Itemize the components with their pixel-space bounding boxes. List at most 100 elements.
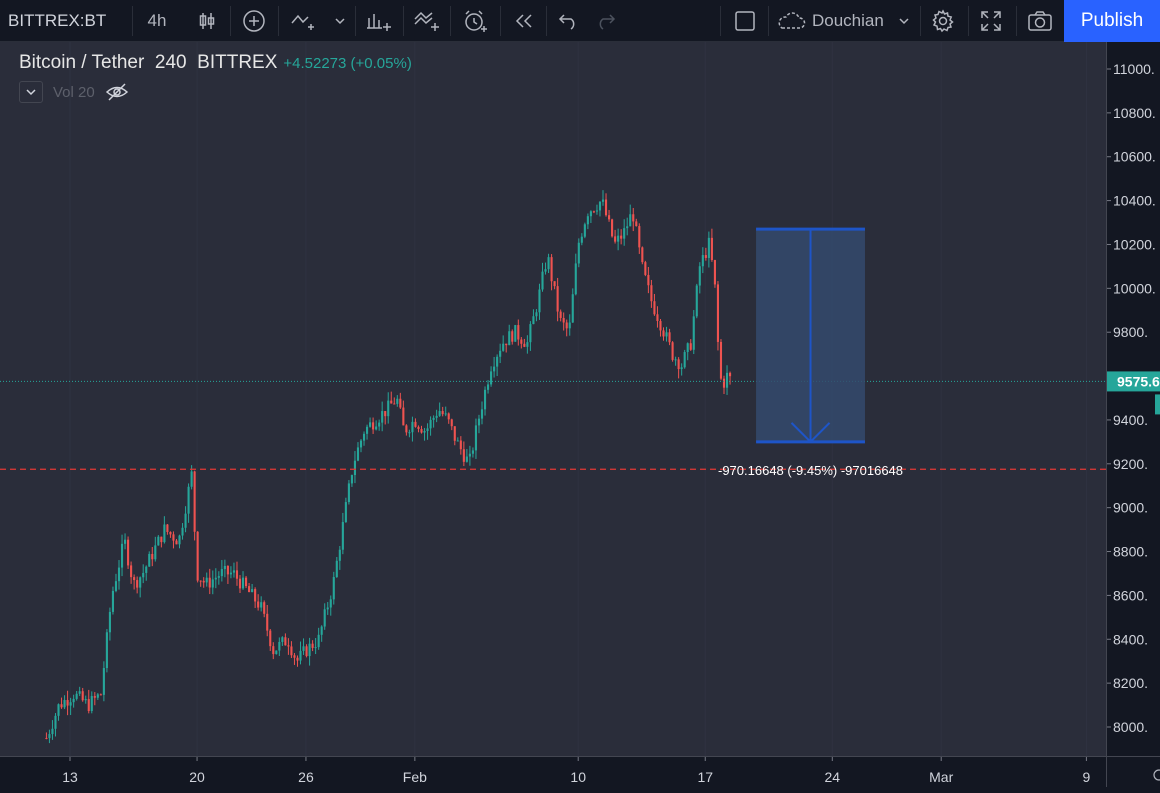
chart-pane[interactable]: -970.16648 (-9.45%) -97016648 bbox=[0, 42, 1106, 756]
candle-body bbox=[589, 211, 592, 217]
candle-body bbox=[341, 522, 344, 550]
price-tick-label: 8400. bbox=[1113, 631, 1148, 647]
time-axis[interactable]: 13 20 26 Feb 10 17 24 Mar 9 bbox=[0, 756, 1106, 787]
candle-body bbox=[704, 255, 707, 258]
candle-body bbox=[496, 356, 499, 367]
candle-body bbox=[232, 570, 236, 573]
candle-body bbox=[689, 343, 692, 350]
candle-body bbox=[320, 626, 323, 635]
candle-body bbox=[329, 599, 332, 608]
toolbar-divider bbox=[132, 6, 133, 36]
legend-exchange: BITTREX bbox=[197, 52, 278, 73]
gear-icon[interactable] bbox=[1107, 757, 1160, 788]
toolbar-divider bbox=[768, 6, 769, 36]
interval-button[interactable]: 4h bbox=[138, 0, 176, 42]
candle-body bbox=[517, 325, 520, 340]
compare-button[interactable] bbox=[236, 0, 272, 42]
candle-body bbox=[63, 700, 66, 708]
candle-body bbox=[656, 314, 659, 322]
candle-body bbox=[269, 630, 272, 647]
candle-body bbox=[438, 411, 441, 416]
candle-body bbox=[90, 696, 93, 711]
candle-body bbox=[308, 643, 311, 657]
candle-body bbox=[462, 449, 465, 462]
candle-body bbox=[559, 311, 562, 318]
candle-body bbox=[202, 580, 205, 583]
candle-body bbox=[474, 425, 478, 451]
candle-body bbox=[477, 418, 481, 426]
fullscreen-button[interactable] bbox=[972, 0, 1010, 42]
candle-body bbox=[680, 367, 683, 370]
candle-body bbox=[493, 366, 496, 372]
replay-button[interactable] bbox=[506, 0, 542, 42]
price-axis[interactable]: 8000. 8200. 8400. 8600. 8800. 9000. 9200. 9400.… bbox=[1106, 42, 1160, 756]
candle-body bbox=[93, 696, 96, 698]
undo-button[interactable] bbox=[552, 0, 586, 42]
indicators-dropdown[interactable] bbox=[328, 0, 352, 42]
rewind-icon bbox=[515, 14, 532, 28]
settings-button[interactable] bbox=[924, 0, 962, 42]
candle-body bbox=[544, 269, 547, 272]
publish-button[interactable]: Publish bbox=[1064, 0, 1160, 42]
candle-body bbox=[272, 646, 275, 655]
financials-button[interactable] bbox=[360, 0, 398, 42]
candle-type-button[interactable] bbox=[188, 0, 226, 42]
candle-body bbox=[716, 284, 720, 342]
time-tick-label: 13 bbox=[62, 769, 78, 785]
volume-indicator-label[interactable]: Vol 20 bbox=[53, 83, 95, 101]
price-tick-label: 8600. bbox=[1113, 587, 1148, 603]
plus-circle-icon bbox=[243, 10, 265, 32]
eye-off-icon[interactable] bbox=[105, 82, 129, 102]
symbol-label: BITTREX:BT bbox=[8, 11, 107, 30]
candle-body bbox=[393, 403, 396, 405]
candle-body bbox=[66, 700, 69, 706]
candle-body bbox=[160, 536, 163, 543]
symbol-legend[interactable]: Bitcoin / Tether 240 BITTREX +4.52273 (+0… bbox=[19, 52, 412, 74]
candle-body bbox=[632, 214, 635, 222]
candle-body bbox=[459, 440, 462, 450]
candle-body bbox=[87, 699, 90, 711]
candle-body bbox=[387, 400, 390, 417]
alert-button[interactable] bbox=[456, 0, 494, 42]
candle-body bbox=[665, 332, 668, 337]
candle-body bbox=[187, 486, 190, 514]
toolbar-divider bbox=[546, 6, 547, 36]
candle-body bbox=[650, 285, 653, 302]
candle-body bbox=[529, 324, 532, 343]
price-scale: 8000. 8200. 8400. 8600. 8800. 9000. 9200. 9400.… bbox=[1107, 61, 1160, 735]
candle-body bbox=[710, 237, 713, 261]
price-tick-label: 9400. bbox=[1113, 412, 1148, 428]
time-tick-label: Mar bbox=[929, 769, 953, 785]
candle-body bbox=[677, 359, 680, 370]
indicators-button[interactable] bbox=[284, 0, 324, 42]
price-tick-label: 8000. bbox=[1113, 719, 1148, 735]
candle-body bbox=[571, 294, 574, 323]
symbol-search-button[interactable]: BITTREX:BT bbox=[8, 0, 126, 42]
candle-body bbox=[725, 372, 729, 388]
indicator-legend: Vol 20 bbox=[19, 81, 129, 103]
candle-body bbox=[583, 224, 586, 237]
snapshot-button[interactable] bbox=[1020, 0, 1060, 42]
candle-body bbox=[199, 580, 202, 582]
candle-body bbox=[226, 565, 229, 575]
candle-body bbox=[51, 728, 54, 735]
candlestick-chart[interactable]: -970.16648 (-9.45%) -97016648 bbox=[0, 42, 1106, 756]
candle-body bbox=[111, 590, 115, 612]
axis-corner[interactable] bbox=[1106, 756, 1160, 787]
candle-body bbox=[465, 456, 468, 462]
redo-button[interactable] bbox=[588, 0, 622, 42]
templates-button[interactable] bbox=[408, 0, 444, 42]
price-tick-label: 10400. bbox=[1113, 193, 1156, 209]
fullscreen-layout-button[interactable] bbox=[726, 0, 764, 42]
candle-body bbox=[604, 199, 608, 216]
price-tick-label: 10600. bbox=[1113, 149, 1156, 165]
candle-body bbox=[214, 577, 217, 580]
collapse-indicators-button[interactable] bbox=[19, 81, 43, 103]
candle-body bbox=[381, 411, 384, 423]
candle-body bbox=[638, 226, 641, 248]
current-price-label: 9575.6 bbox=[1117, 373, 1160, 389]
candle-body bbox=[235, 570, 239, 579]
save-layout-button[interactable]: Douchian bbox=[774, 0, 918, 42]
candle-body bbox=[532, 316, 535, 325]
camera-icon bbox=[1028, 11, 1052, 31]
